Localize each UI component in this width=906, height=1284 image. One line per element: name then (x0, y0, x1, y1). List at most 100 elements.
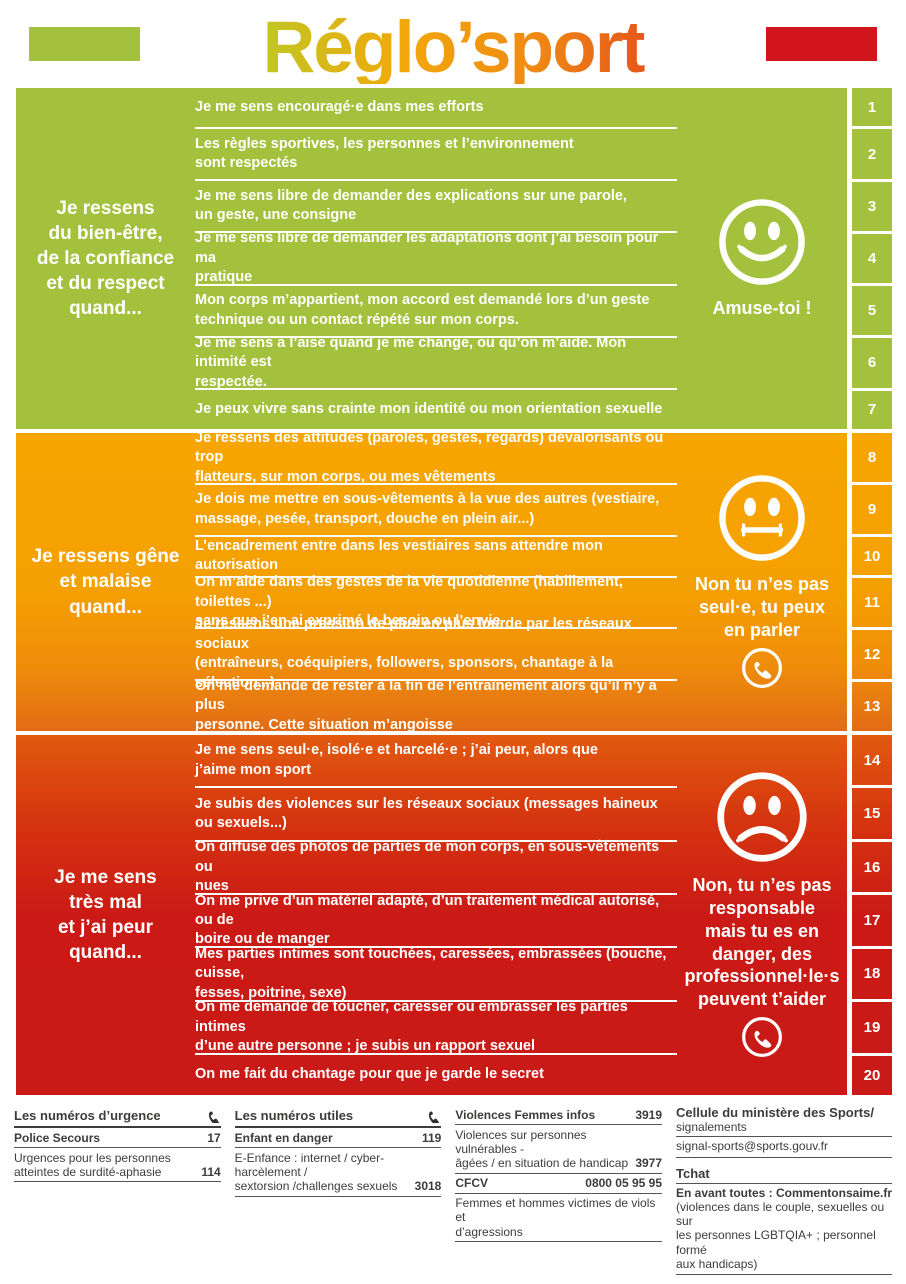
tchat-title: Tchat (676, 1166, 892, 1184)
section-body: Je ressens gêne et malaise quand... Je re… (16, 430, 847, 733)
section-message-column: Non, tu n’es pas responsable mais tu es … (677, 735, 847, 1095)
row-number: 19 (852, 999, 892, 1052)
statement-text: Je peux vivre sans crainte mon identité … (195, 400, 663, 417)
section-message: Non, tu n’es pas responsable mais tu es … (684, 875, 840, 1009)
footer-entry-label: CFCV (455, 1176, 489, 1191)
statement-row: Mon corps m’appartient, mon accord est d… (195, 283, 677, 336)
phone-circle-icon (740, 646, 784, 690)
happy-face-icon (716, 196, 808, 288)
row-number: 13 (852, 679, 892, 731)
statement-text: Je me sens libre de demander des explica… (195, 187, 627, 224)
row-number: 17 (852, 892, 892, 945)
ministry-cell-subtitle: signalements (676, 1120, 892, 1138)
phone-circle-icon (740, 1015, 784, 1059)
footer-column-title-text: Les numéros d’urgence (14, 1107, 161, 1123)
statement-text: On diffuse des photos de parties de mon … (195, 839, 660, 895)
footer-entry-label: Police Secours (14, 1130, 101, 1145)
ministry-email: signal-sports@sports.gouv.fr (676, 1137, 892, 1158)
statement-rows: Je me sens encouragé·e dans mes efforts L… (195, 88, 677, 429)
sad-face-icon (714, 769, 810, 865)
footer-entry-number: 3919 (635, 1107, 663, 1122)
footer-entry: CFCV 0800 05 95 95 (455, 1174, 663, 1194)
footer-entry-number: 119 (421, 1130, 442, 1145)
statement-row: Je peux vivre sans crainte mon identité … (195, 387, 677, 429)
footer-entry: Enfant en danger 119 (234, 1128, 442, 1149)
row-number: 10 (852, 533, 892, 575)
row-number-column: 14 15 16 17 18 19 20 (852, 735, 892, 1095)
section-message: Non tu n’es pas seul·e, tu peux en parle… (694, 574, 829, 640)
row-number: 11 (852, 575, 892, 627)
footer-entry: E-Enfance : internet / cyber-harcèlement… (234, 1148, 442, 1197)
sections: Je ressens du bien-être, de la confiance… (0, 88, 906, 1095)
section-message-column: Non tu n’es pas seul·e, tu peux en parle… (677, 433, 847, 731)
section-body: Je ressens du bien-être, de la confiance… (16, 88, 847, 429)
statement-text: Je ressens une pression de plus en plus … (195, 616, 632, 691)
section-label: Je ressens gêne et malaise quand... (31, 546, 180, 618)
row-number: 2 (852, 126, 892, 178)
statement-row: Les règles sportives, les personnes et l… (195, 127, 677, 179)
footer-entry: Urgences pour les personnes atteintes de… (14, 1148, 221, 1183)
tchat-site: Commentonsaime.fr (775, 1185, 892, 1200)
statement-text: On me prive d’un matériel adapté, d’un t… (195, 892, 660, 948)
statement-row: Je ressens une pression de plus en plus … (195, 616, 677, 691)
statement-rows: Je ressens des attitudes (paroles, geste… (195, 430, 677, 733)
row-number: 1 (867, 98, 877, 116)
footer-entry-label: Violences Femmes infos (455, 1107, 596, 1122)
row-number: 18 (852, 945, 892, 999)
statement-row: Je dois me mettre en sous-vêtements à la… (195, 482, 677, 535)
row-number-column: 8 9 10 11 12 13 (852, 433, 892, 731)
footer-entry: Violences sur personnes vulnérables - âg… (455, 1125, 663, 1174)
section-body: Je me sens très mal et j’ai peur quand..… (16, 735, 847, 1095)
footer-column: Violences Femmes infos 3919 Violences sur … (455, 1105, 663, 1275)
footer-entry: Police Secours 17 (14, 1128, 221, 1149)
footer-entry-number: 17 (207, 1130, 221, 1145)
tchat-entry: En avant toutes : Commentonsaime.fr (676, 1184, 892, 1200)
section-red: Je me sens très mal et j’ai peur quand..… (16, 735, 892, 1095)
footer-entry-label: E-Enfance : internet / cyber-harcèlement… (234, 1150, 398, 1193)
section-message-column: Amuse-toi ! (677, 88, 847, 429)
section-label-column: Je ressens gêne et malaise quand... (16, 433, 195, 731)
section-message: Amuse-toi ! (712, 297, 812, 318)
footer-columns: Les numéros d’urgence Police Secours 17 Urg… (14, 1105, 663, 1275)
header: Réglo’sport (0, 0, 906, 88)
row-number: 7 (852, 387, 892, 429)
row-number: 14 (863, 751, 881, 769)
section-label: Je me sens très mal et j’ai peur quand..… (54, 866, 157, 964)
footer-entry-number: 0800 05 95 95 (585, 1176, 663, 1191)
statement-row: Je subis des violences sur les réseaux s… (195, 786, 677, 839)
statement-text: On me demande de toucher, caresser ou em… (195, 999, 628, 1055)
row-number: 9 (852, 481, 892, 534)
row-number: 3 (852, 178, 892, 231)
section-label-column: Je ressens du bien-être, de la confiance… (16, 88, 195, 429)
row-number: 5 (852, 283, 892, 335)
statement-text: Je dois me mettre en sous-vêtements à la… (195, 491, 660, 527)
statement-row: Je ressens des attitudes (paroles, geste… (195, 430, 677, 485)
row-number: 4 (852, 230, 892, 283)
row-number: 6 (852, 335, 892, 387)
statement-row: On me fait du chantage pour que je garde… (195, 1052, 677, 1095)
statement-text: Je me sens seul·e, isolé·e et harcelé·e … (195, 742, 598, 778)
footer-entry-number: 3977 (635, 1155, 663, 1170)
footer-entry-number: 3018 (414, 1178, 442, 1193)
statement-row: Je me sens encouragé·e dans mes efforts (195, 88, 677, 127)
statement-text: Mon corps m’appartient, mon accord est d… (195, 292, 650, 328)
row-number: 20 (852, 1052, 892, 1095)
row-number: 16 (852, 838, 892, 892)
ministry-cell-title: Cellule du ministère des Sports/ (676, 1105, 874, 1120)
statement-rows: Je me sens seul·e, isolé·e et harcelé·e … (195, 735, 677, 1095)
statement-text: L’encadrement entre dans les vestiaires … (195, 537, 603, 574)
statement-row: Je me sens seul·e, isolé·e et harcelé·e … (195, 735, 677, 786)
footer-entry-number: 114 (201, 1164, 221, 1179)
footer: Les numéros d’urgence Police Secours 17 Urg… (0, 1099, 906, 1279)
statement-text: On m’aide dans des gestes de la vie quot… (195, 574, 623, 630)
statement-text: Je ressens des attitudes (paroles, geste… (195, 429, 664, 485)
statement-row: On me demande de rester à la fin de l’en… (195, 678, 677, 733)
footer-entry-label: Enfant en danger (234, 1130, 333, 1145)
statement-row: Mes parties intimes sont touchées, cares… (195, 946, 677, 1001)
statement-text: Je me sens libre de demander les adaptat… (195, 230, 659, 286)
footer-column-title: Les numéros d’urgence (14, 1105, 221, 1128)
poster-title: Réglo’sport (140, 11, 766, 84)
logos-row: Un projet France Paralympique )( Soutenu… (0, 1279, 906, 1284)
